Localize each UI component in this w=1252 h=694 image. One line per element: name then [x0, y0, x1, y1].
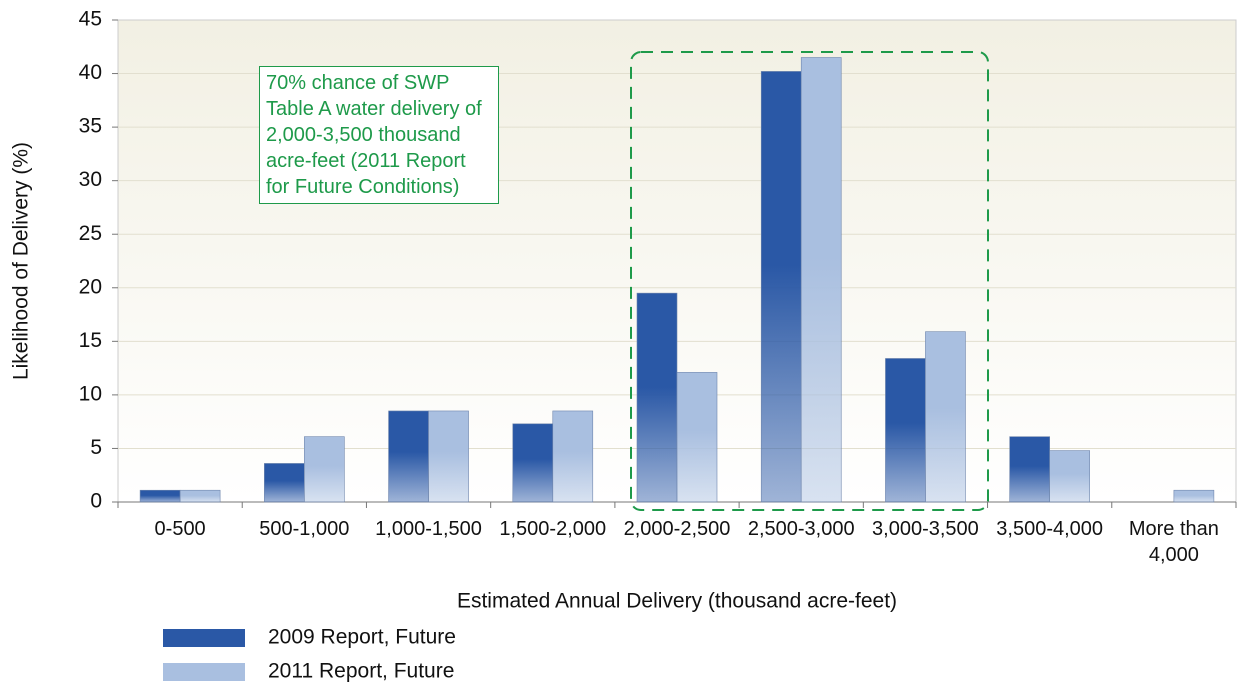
bar — [139, 489, 181, 503]
highlight-box — [630, 51, 989, 511]
legend-swatch — [163, 629, 245, 647]
y-tick-label: 0 — [90, 490, 102, 513]
bar — [676, 372, 718, 503]
x-tick-label: 2,000-2,500 — [623, 518, 731, 540]
legend-label: 2009 Report, Future — [268, 626, 456, 649]
y-tick-label: 5 — [90, 436, 102, 459]
bar — [179, 489, 221, 503]
x-tick-label: 1,500-2,000 — [499, 518, 607, 540]
x-tick-label: 500-1,000 — [259, 518, 350, 540]
x-tick-label: 3,000-3,500 — [872, 518, 979, 540]
x-tick-label: More than 4,000 — [1128, 518, 1219, 566]
legend-swatch — [163, 663, 245, 681]
bar — [512, 423, 554, 503]
y-tick-label: 15 — [79, 329, 102, 352]
x-tick-label: 3,500-4,000 — [996, 518, 1104, 540]
bar — [885, 358, 926, 503]
bar — [760, 71, 802, 503]
bar — [264, 463, 305, 503]
x-tick-label: 1,000-1,500 — [375, 518, 482, 540]
bar — [428, 410, 469, 503]
bar — [636, 292, 678, 503]
x-tick-label: 0-500 — [154, 518, 206, 540]
y-tick-label: 45 — [79, 8, 102, 31]
bar — [1009, 436, 1050, 503]
y-tick-label: 20 — [79, 275, 102, 298]
bar — [1173, 489, 1215, 503]
bar — [304, 436, 345, 503]
legend-label: 2011 Report, Future — [268, 660, 454, 683]
y-tick-label: 40 — [79, 61, 102, 84]
y-tick-label: 30 — [79, 168, 102, 191]
bar — [925, 331, 966, 503]
x-axis-label: Estimated Annual Delivery (thousand acre… — [457, 590, 897, 613]
bar — [388, 410, 429, 503]
annotation: 70% chance of SWP Table A water delivery… — [259, 66, 499, 204]
y-axis-label: Likelihood of Delivery (%) — [10, 142, 33, 380]
y-tick-label: 35 — [79, 115, 102, 138]
bar — [1049, 450, 1090, 503]
y-tick-label: 25 — [79, 222, 102, 245]
x-tick-label: 2,500-3,000 — [747, 518, 855, 540]
bar — [800, 57, 842, 503]
bar — [552, 410, 594, 503]
y-tick-label: 10 — [79, 382, 102, 405]
